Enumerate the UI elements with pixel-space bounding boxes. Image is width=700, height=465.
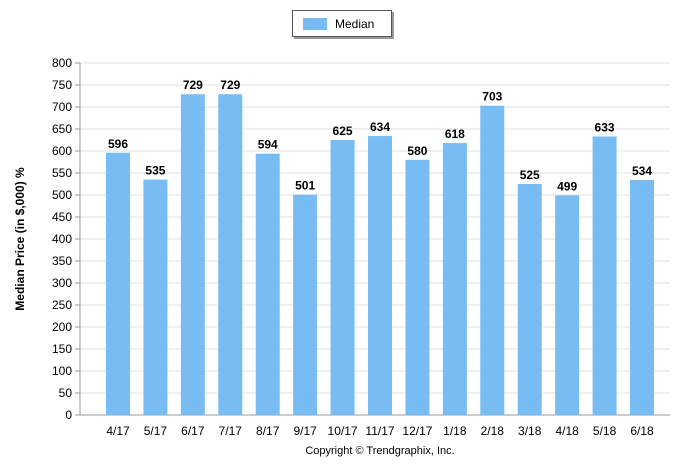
x-tick-label: 6/17 xyxy=(181,424,205,438)
y-tick-label: 100 xyxy=(52,364,72,378)
bar xyxy=(368,136,392,416)
bar xyxy=(218,94,243,416)
bar xyxy=(480,105,505,416)
data-label: 501 xyxy=(295,179,315,193)
legend-swatch xyxy=(303,17,327,30)
y-tick-label: 0 xyxy=(65,408,72,422)
data-label: 729 xyxy=(220,78,240,92)
x-tick-label: 2/18 xyxy=(481,424,505,438)
copyright-text: Copyright © Trendgraphix, Inc. xyxy=(305,445,455,457)
x-tick-label: 8/17 xyxy=(256,424,280,438)
y-tick-label: 700 xyxy=(52,100,72,114)
data-label: 535 xyxy=(145,164,165,178)
bar xyxy=(255,153,280,415)
x-tick-label: 6/18 xyxy=(630,424,654,438)
data-label: 625 xyxy=(333,124,353,138)
x-tick-label: 4/17 xyxy=(106,424,130,438)
x-tick-label: 5/18 xyxy=(593,424,617,438)
x-tick-label: 9/17 xyxy=(293,424,317,438)
data-label: 596 xyxy=(108,137,128,151)
y-tick-label: 650 xyxy=(52,122,72,136)
y-tick-label: 450 xyxy=(52,210,72,224)
data-label: 534 xyxy=(632,164,652,178)
y-tick-label: 750 xyxy=(52,78,72,92)
x-tick-label: 3/18 xyxy=(518,424,542,438)
y-tick-label: 550 xyxy=(52,166,72,180)
bar xyxy=(405,159,430,415)
x-tick-label: 12/17 xyxy=(402,424,432,438)
x-tick-label: 1/18 xyxy=(443,424,467,438)
data-label: 594 xyxy=(258,138,278,152)
bar xyxy=(442,143,467,415)
data-label: 634 xyxy=(370,120,390,134)
bar xyxy=(180,94,205,416)
y-tick-label: 250 xyxy=(52,298,72,312)
data-label: 499 xyxy=(557,179,577,193)
legend: Median xyxy=(292,10,392,37)
data-label: 729 xyxy=(183,78,203,92)
x-tick-label: 7/17 xyxy=(219,424,243,438)
bar xyxy=(630,180,654,415)
bar xyxy=(330,140,355,415)
x-tick-label: 4/18 xyxy=(555,424,579,438)
y-tick-label: 800 xyxy=(52,56,72,70)
bar xyxy=(106,152,130,415)
data-label: 618 xyxy=(445,127,465,141)
data-label: 580 xyxy=(407,144,427,158)
y-tick-label: 300 xyxy=(52,276,72,290)
y-tick-label: 500 xyxy=(52,188,72,202)
x-tick-label: 10/17 xyxy=(328,424,358,438)
bar xyxy=(555,195,580,415)
x-tick-label: 5/17 xyxy=(144,424,168,438)
data-label: 633 xyxy=(595,120,615,134)
data-label: 703 xyxy=(482,90,502,104)
bar xyxy=(517,184,542,415)
legend-label: Median xyxy=(335,16,375,31)
y-tick-label: 200 xyxy=(52,320,72,334)
y-tick-label: 600 xyxy=(52,144,72,158)
y-tick-label: 350 xyxy=(52,254,72,268)
bar xyxy=(592,136,617,416)
y-axis-title: Median Price (in $,000) % xyxy=(13,167,27,311)
bar xyxy=(293,194,318,415)
y-tick-label: 400 xyxy=(52,232,72,246)
x-tick-label: 11/17 xyxy=(365,424,394,438)
data-label: 525 xyxy=(520,168,540,182)
y-tick-label: 150 xyxy=(52,342,72,356)
y-tick-label: 50 xyxy=(59,386,73,400)
bar xyxy=(143,179,168,415)
